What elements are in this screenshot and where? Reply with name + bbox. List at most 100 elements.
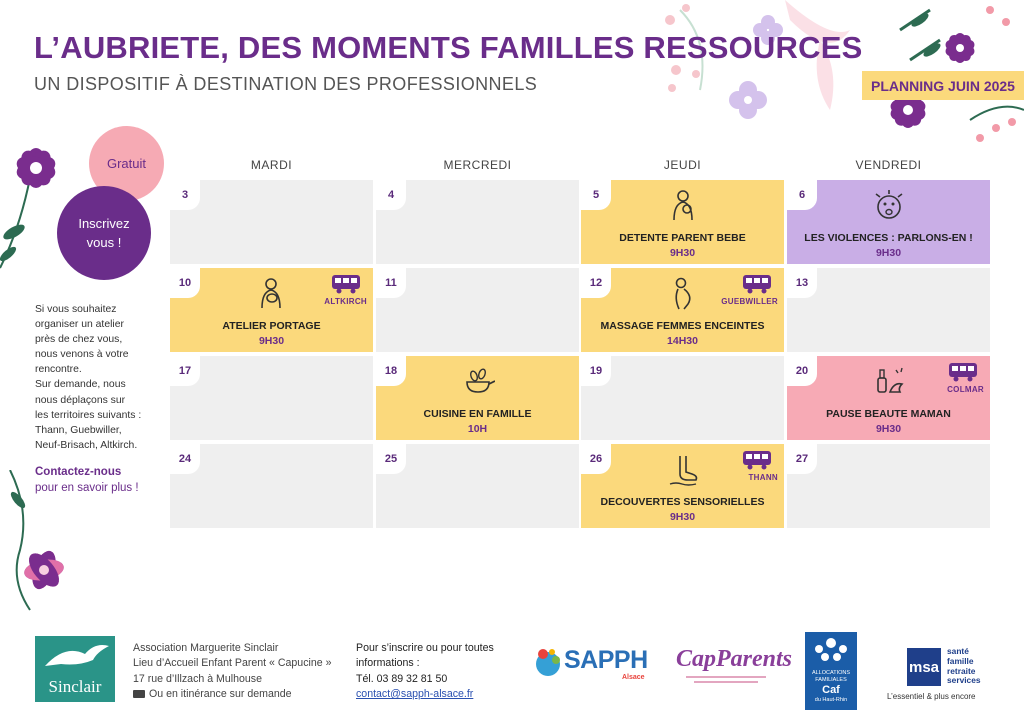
foot-icon (669, 456, 697, 486)
association-name: Association Marguerite Sinclair (133, 642, 279, 654)
event-title: CUISINE EN FAMILLE (423, 408, 532, 420)
association-address: 17 rue d’Illzach à Mulhouse (133, 672, 262, 685)
msa-services: santé famille retraite services (947, 646, 981, 686)
msa-line1: santé (947, 646, 969, 656)
flower-decoration-top-right (665, 0, 1024, 142)
flower-decoration-bottom-left (9, 470, 64, 611)
contact-cta-subtitle: pour en savoir plus ! (35, 482, 139, 494)
page-subtitle: UN DISPOSITIF À DESTINATION DES PROFESSI… (34, 74, 538, 94)
calendar-day-cell: 3 (170, 180, 373, 264)
event-title: DECOUVERTES SENSORIELLES (600, 496, 765, 508)
calendar-day-cell: 13 (787, 268, 990, 352)
capparents-logo: CapParents (676, 640, 792, 688)
day-header-jeudi: JEUDI (663, 158, 702, 172)
day-number: 12 (581, 268, 611, 298)
day-number: 6 (787, 180, 817, 210)
flower-decoration-left (0, 148, 56, 269)
calendar-event-cell[interactable]: 6 LES VIOLENCES : PARLONS-EN ! 9H30 (787, 180, 990, 264)
calendar-event-cell[interactable]: 20 COLMAR PAUSE BEAUTE MAMAN 9H30 (787, 356, 990, 440)
inscrivez-vous-badge: Inscrivez vous ! (57, 186, 151, 280)
calendar-event-cell[interactable]: 10 ALTKIRCH ATELIER PORTAGE 9H30 (170, 268, 373, 352)
page-title: L’AUBRIETE, DES MOMENTS FAMILLES RESSOUR… (34, 30, 863, 65)
calendar-day-cell: 25 (376, 444, 579, 528)
caf-line2: FAMILIALES (815, 677, 847, 683)
calendar-day-cell: 19 (581, 356, 784, 440)
caf-family-icon (815, 638, 847, 661)
day-number: 24 (170, 444, 200, 474)
day-number: 19 (581, 356, 611, 386)
bus-icon (743, 451, 771, 470)
event-time: 9H30 (669, 511, 696, 523)
event-location: COLMAR (947, 385, 984, 394)
day-header-mardi: MARDI (250, 158, 293, 172)
caf-line3: Caf (822, 684, 840, 696)
event-location: THANN (748, 473, 778, 482)
event-time: 9H30 (875, 423, 902, 435)
association-itinerance-text: Ou en itinérance sur demande (149, 688, 292, 701)
sidebar-info-text: Si vous souhaitez organiser un atelier p… (35, 304, 142, 451)
day-number: 27 (787, 444, 817, 474)
msa-line2: famille (947, 655, 974, 666)
day-number: 11 (376, 268, 406, 298)
msa-mark: msa (907, 648, 941, 686)
event-title: LES VIOLENCES : PARLONS-EN ! (804, 232, 973, 244)
day-number: 4 (376, 180, 406, 210)
registration-line1: Pour s’inscrire ou pour toutes (356, 642, 494, 654)
event-time: 9H30 (669, 247, 696, 259)
msa-line4: services (947, 675, 981, 686)
day-number: 13 (787, 268, 817, 298)
capparents-tagline-bar-2 (694, 681, 758, 683)
event-time: 14H30 (667, 335, 698, 347)
day-number: 17 (170, 356, 200, 386)
bird-icon (45, 645, 109, 666)
association-info: Association Marguerite Sinclair Lieu d’A… (133, 641, 331, 703)
email-link[interactable]: contact@sapph-alsace.fr (356, 688, 474, 701)
event-time: 10H (467, 423, 488, 435)
day-number: 18 (376, 356, 406, 386)
babywearing-icon (260, 278, 281, 309)
day-header-mercredi: MERCREDI (443, 158, 512, 172)
calendar-event-cell[interactable]: 12 GUEBWILLER MASSAGE FEMMES ENCEINTES 14H3… (581, 268, 784, 352)
sinclair-logo: Sinclair (35, 636, 115, 702)
event-location: ALTKIRCH (324, 297, 367, 306)
bus-icon (949, 363, 977, 382)
event-title: PAUSE BEAUTE MAMAN (826, 408, 951, 420)
sidebar-info: Si vous souhaitez organiser un atelier p… (35, 302, 170, 453)
sapph-emblem-icon (536, 649, 560, 676)
caf-logo: ALLOCATIONS FAMILIALES Caf du Haut-Rhin (805, 632, 857, 710)
sinclair-logo-label: Sinclair (48, 677, 102, 696)
bus-icon (743, 275, 771, 294)
calendar-day-cell: 27 (787, 444, 990, 528)
bus-icon (133, 690, 145, 699)
association-itinerance: Ou en itinérance sur demande (133, 687, 331, 702)
registration-line2: informations : (356, 657, 420, 670)
day-number: 3 (170, 180, 200, 210)
day-number: 10 (170, 268, 200, 298)
event-title: ATELIER PORTAGE (222, 320, 321, 332)
calendar-day-cell: 11 (376, 268, 579, 352)
event-title: MASSAGE FEMMES ENCEINTES (600, 320, 765, 332)
caf-line4: du Haut-Rhin (814, 697, 848, 703)
calendar-event-cell[interactable]: 18 CUISINE EN FAMILLE 10H (376, 356, 579, 440)
day-number: 26 (581, 444, 611, 474)
msa-tagline: L’essentiel & plus encore (887, 692, 976, 701)
calendar-event-cell[interactable]: 26 THANN DECOUVERTES SENSORIELLES 9H30 (581, 444, 784, 528)
calendar-day-cell: 24 (170, 444, 373, 528)
sapph-logo: SAPPH Alsace (534, 640, 650, 684)
calendar-day-cell: 4 (376, 180, 579, 264)
pregnant-woman-icon (674, 277, 691, 310)
event-location: GUEBWILLER (721, 297, 778, 306)
shouting-face-icon (875, 190, 902, 219)
parent-baby-icon (672, 190, 693, 221)
calendar-event-cell[interactable]: 5 DETENTE PARENT BEBE 9H30 (581, 180, 784, 264)
day-header-vendredi: VENDREDI (855, 158, 922, 172)
contact-cta: Contactez-nous pour en savoir plus ! (35, 464, 165, 496)
day-number: 20 (787, 356, 817, 386)
association-place: Lieu d’Accueil Enfant Parent « Capucine … (133, 657, 332, 670)
event-time: 9H30 (258, 335, 285, 347)
sapph-name: SAPPH (564, 646, 648, 674)
bus-icon (332, 275, 360, 294)
cooking-pan-icon (465, 368, 495, 393)
caf-line1: ALLOCATIONS (811, 670, 851, 676)
day-number: 25 (376, 444, 406, 474)
